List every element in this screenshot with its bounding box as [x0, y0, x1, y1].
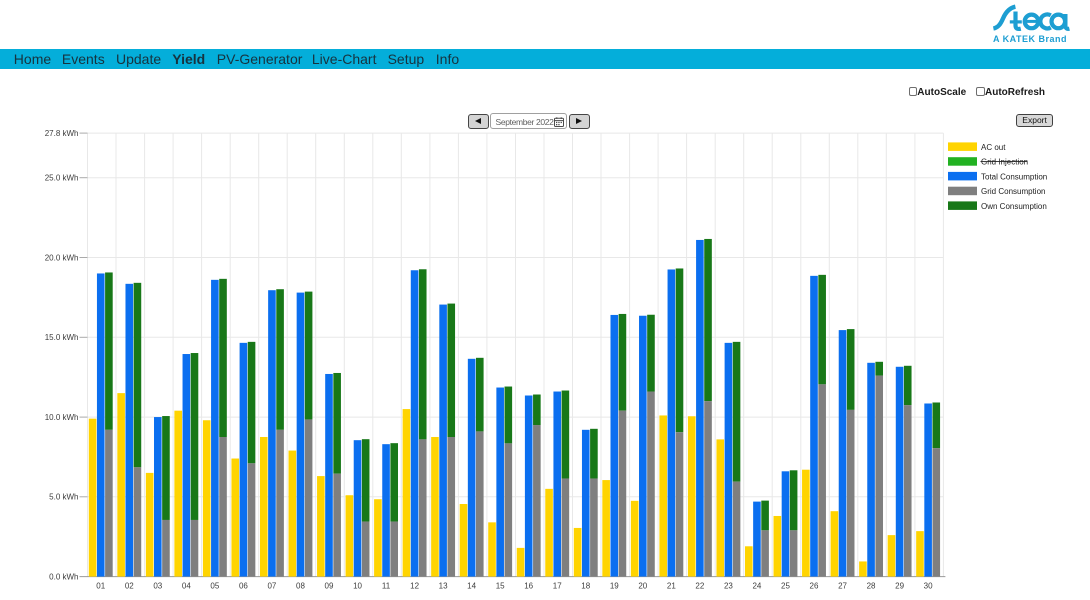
- svg-text:10: 10: [353, 582, 362, 591]
- svg-text:5.0 kWh: 5.0 kWh: [49, 493, 78, 502]
- svg-text:07: 07: [267, 582, 276, 591]
- svg-text:Total Consumption: Total Consumption: [981, 172, 1047, 181]
- svg-text:27.8 kWh: 27.8 kWh: [45, 129, 79, 138]
- svg-text:15: 15: [496, 582, 505, 591]
- svg-text:01: 01: [96, 582, 105, 591]
- svg-text:28: 28: [867, 582, 876, 591]
- svg-text:09: 09: [325, 582, 334, 591]
- svg-text:16: 16: [524, 582, 533, 591]
- svg-text:25: 25: [781, 582, 790, 591]
- svg-text:13: 13: [439, 582, 448, 591]
- svg-text:22: 22: [695, 582, 704, 591]
- svg-text:0.0 kWh: 0.0 kWh: [49, 572, 78, 581]
- svg-text:25.0 kWh: 25.0 kWh: [45, 174, 79, 183]
- svg-text:17: 17: [553, 582, 562, 591]
- svg-text:19: 19: [610, 582, 619, 591]
- svg-text:20: 20: [638, 582, 647, 591]
- svg-text:Own Consumption: Own Consumption: [981, 202, 1047, 211]
- svg-text:15.0 kWh: 15.0 kWh: [45, 333, 79, 342]
- svg-text:29: 29: [895, 582, 904, 591]
- svg-text:21: 21: [667, 582, 676, 591]
- svg-text:04: 04: [182, 582, 191, 591]
- svg-text:20.0 kWh: 20.0 kWh: [45, 253, 79, 262]
- svg-text:AC out: AC out: [981, 143, 1006, 152]
- svg-text:18: 18: [581, 582, 590, 591]
- svg-text:27: 27: [838, 582, 847, 591]
- svg-text:12: 12: [410, 582, 419, 591]
- svg-text:11: 11: [382, 582, 391, 591]
- svg-text:Grid Consumption: Grid Consumption: [981, 187, 1045, 196]
- svg-text:24: 24: [752, 582, 761, 591]
- svg-text:10.0 kWh: 10.0 kWh: [45, 413, 79, 422]
- svg-text:30: 30: [924, 582, 933, 591]
- svg-text:14: 14: [467, 582, 476, 591]
- svg-text:08: 08: [296, 582, 305, 591]
- svg-text:26: 26: [810, 582, 819, 591]
- svg-text:05: 05: [210, 582, 219, 591]
- svg-text:23: 23: [724, 582, 733, 591]
- svg-text:06: 06: [239, 582, 248, 591]
- svg-text:Grid Injection: Grid Injection: [981, 158, 1028, 167]
- svg-text:03: 03: [153, 582, 162, 591]
- svg-text:02: 02: [125, 582, 134, 591]
